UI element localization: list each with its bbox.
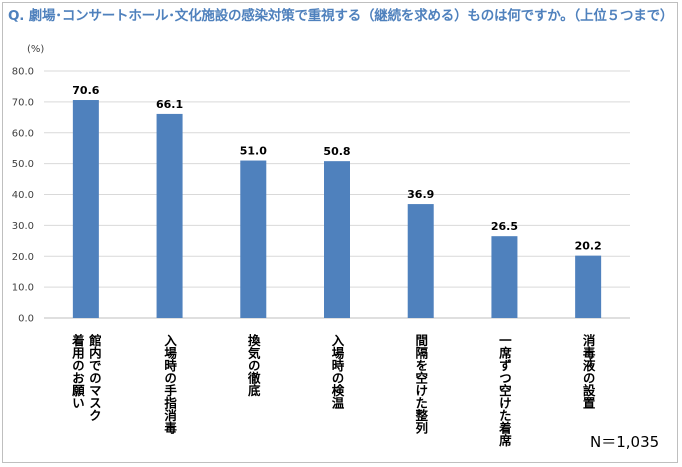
- bar-value-label: 50.8: [323, 145, 350, 158]
- bar: [575, 255, 602, 318]
- y-tick-label: 0.0: [18, 314, 34, 325]
- x-category-label: 間隔を空けた整列: [413, 334, 428, 435]
- x-category-label: 入場時の検温: [330, 334, 345, 410]
- x-category-label: 着用のお願い: [70, 333, 85, 409]
- y-tick-label: 30.0: [12, 221, 34, 232]
- sample-size-note: N＝1,035: [590, 433, 660, 451]
- x-category-label: 消毒液の設置: [581, 333, 596, 409]
- x-category-label: 換気の徹底: [246, 333, 261, 397]
- bar: [324, 161, 350, 318]
- x-category-label: 入場時の手指消毒: [162, 334, 177, 435]
- y-tick-label: 40.0: [12, 190, 34, 201]
- x-category-label: 一席ずつ空けた着席: [497, 334, 512, 447]
- bar: [72, 100, 99, 319]
- bar-value-label: 26.5: [491, 220, 518, 233]
- bar-value-label: 51.0: [240, 145, 267, 158]
- bar-value-label: 66.1: [156, 98, 183, 111]
- bar-value-label: 70.6: [72, 84, 99, 97]
- y-tick-label: 50.0: [12, 159, 34, 170]
- y-axis-unit-label: (%): [27, 44, 45, 55]
- y-tick-label: 80.0: [12, 67, 34, 78]
- y-tick-label: 20.0: [12, 252, 34, 263]
- bar-value-label: 20.2: [575, 240, 602, 253]
- bar: [491, 236, 518, 318]
- x-category-label: 館内でのマスク: [87, 333, 102, 422]
- bar: [240, 160, 267, 318]
- bar-value-label: 36.9: [407, 188, 434, 201]
- y-tick-label: 60.0: [12, 128, 34, 139]
- y-tick-label: 10.0: [12, 283, 34, 294]
- bar: [407, 204, 434, 318]
- chart-title: Q. 劇場･コンサートホール･文化施設の感染対策で重視する（継続を求める）ものは…: [8, 8, 674, 24]
- bar: [156, 113, 183, 318]
- y-tick-label: 70.0: [12, 97, 34, 108]
